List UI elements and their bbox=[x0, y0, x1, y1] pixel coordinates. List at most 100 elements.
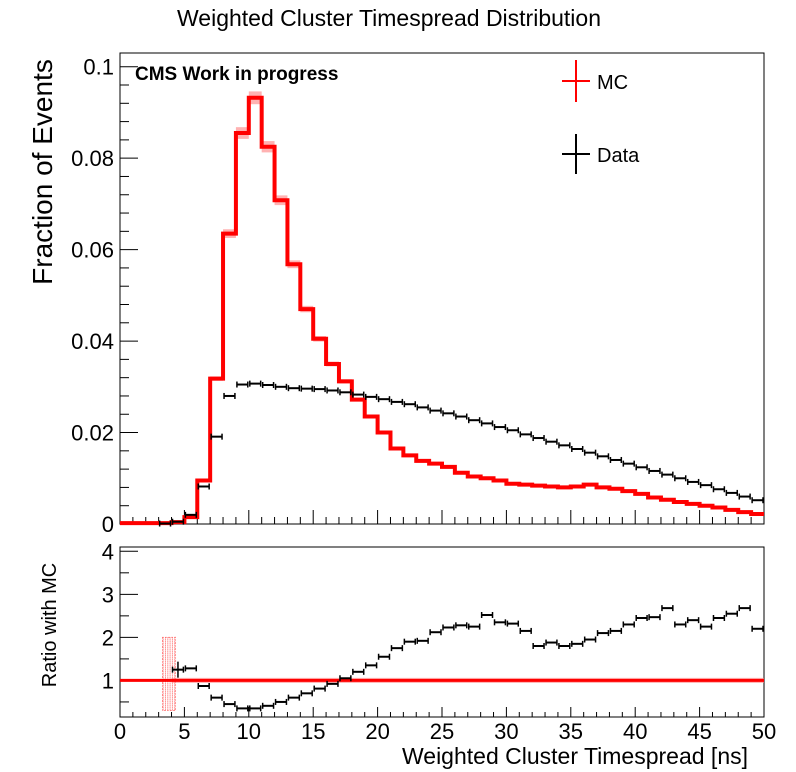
data-points bbox=[158, 380, 764, 527]
upper-y-tick-label: 0.1 bbox=[83, 55, 114, 80]
lower-y-tick-label: 1 bbox=[102, 668, 114, 693]
x-tick-label: 40 bbox=[623, 719, 647, 744]
ratio-point bbox=[377, 653, 391, 660]
ratio-mc-band bbox=[162, 636, 764, 712]
ratio-point bbox=[416, 637, 429, 644]
data-point bbox=[468, 417, 481, 424]
ratio-point bbox=[571, 640, 584, 647]
data-point bbox=[377, 396, 391, 403]
ratio-point bbox=[609, 627, 623, 634]
data-point bbox=[364, 393, 378, 400]
ratio-point bbox=[455, 622, 468, 629]
ratio-point bbox=[429, 629, 442, 636]
data-point bbox=[635, 464, 648, 471]
data-point bbox=[455, 413, 468, 420]
ratio-point bbox=[648, 614, 661, 621]
data-point bbox=[274, 383, 288, 390]
upper-y-axis-ticks: 0 0.02 0.04 0.06 0.08 0.1 bbox=[71, 55, 138, 537]
data-point bbox=[326, 387, 339, 394]
data-point bbox=[352, 391, 365, 398]
data-point bbox=[184, 511, 198, 518]
data-point bbox=[300, 385, 313, 392]
x-tick-label: 15 bbox=[301, 719, 325, 744]
ratio-point bbox=[313, 685, 326, 692]
lower-plot-frame bbox=[119, 546, 765, 718]
data-point bbox=[583, 449, 597, 456]
ratio-point bbox=[468, 623, 481, 630]
data-point bbox=[249, 380, 262, 387]
ratio-point bbox=[635, 615, 648, 622]
ratio-point bbox=[712, 615, 726, 622]
data-point bbox=[171, 518, 185, 525]
ratio-point bbox=[519, 627, 532, 634]
lower-x-axis-ticks: 0 5 10 15 20 25 30 35 40 45 50 bbox=[114, 707, 776, 744]
ratio-point bbox=[352, 668, 365, 675]
ratio-point bbox=[674, 621, 687, 628]
data-point bbox=[571, 446, 584, 453]
ratio-point bbox=[622, 621, 635, 628]
x-tick-label: 30 bbox=[494, 719, 518, 744]
ratio-point bbox=[596, 630, 610, 637]
ratio-point bbox=[442, 624, 455, 631]
data-point bbox=[609, 456, 623, 463]
upper-y-tick-label: 0.04 bbox=[71, 329, 114, 354]
ratio-point bbox=[223, 701, 236, 708]
data-point bbox=[390, 398, 404, 405]
data-point bbox=[648, 467, 661, 474]
legend-mc: MC bbox=[562, 60, 628, 102]
x-tick-label: 20 bbox=[365, 719, 389, 744]
lower-y-tick-label: 2 bbox=[102, 625, 114, 650]
mc-uncertainty-band bbox=[120, 91, 764, 525]
lower-y-tick-label: 4 bbox=[102, 539, 114, 564]
upper-x-axis-ticks bbox=[119, 510, 765, 524]
ratio-point bbox=[403, 638, 416, 645]
ratio-point bbox=[558, 642, 571, 649]
lower-y-axis-label: Ratio with MC bbox=[39, 563, 61, 687]
data-point bbox=[442, 410, 455, 417]
data-point bbox=[751, 497, 764, 504]
data-point bbox=[339, 389, 352, 396]
data-point bbox=[210, 433, 223, 440]
ratio-point bbox=[326, 680, 339, 687]
data-point bbox=[674, 475, 687, 482]
x-tick-label: 50 bbox=[752, 719, 776, 744]
data-point bbox=[738, 493, 751, 500]
ratio-point bbox=[738, 605, 751, 612]
x-tick-label: 0 bbox=[114, 719, 126, 744]
ratio-point bbox=[210, 694, 223, 701]
legend: MC Data bbox=[562, 60, 640, 174]
data-point bbox=[416, 404, 429, 411]
legend-mc-label: MC bbox=[597, 72, 628, 94]
data-point bbox=[686, 478, 700, 485]
x-tick-label: 45 bbox=[687, 719, 711, 744]
data-point bbox=[403, 401, 416, 408]
data-point bbox=[699, 482, 713, 489]
data-point bbox=[712, 486, 726, 493]
data-point bbox=[223, 392, 236, 399]
ratio-point bbox=[686, 617, 700, 624]
data-point bbox=[197, 483, 210, 490]
ratio-point bbox=[274, 698, 288, 705]
legend-data-label: Data bbox=[597, 145, 640, 167]
data-point bbox=[313, 386, 326, 393]
ratio-point bbox=[287, 694, 301, 701]
ratio-points bbox=[171, 605, 764, 712]
data-point bbox=[558, 442, 571, 449]
ratio-point bbox=[532, 642, 545, 649]
ratio-point bbox=[339, 675, 352, 682]
x-tick-label: 5 bbox=[178, 719, 190, 744]
upper-y-axis-label: Fraction of Events bbox=[27, 59, 58, 285]
data-point bbox=[493, 424, 507, 431]
data-point bbox=[532, 435, 545, 442]
data-point bbox=[725, 489, 738, 496]
lower-y-tick-label: 3 bbox=[102, 582, 114, 607]
ratio-point bbox=[261, 702, 275, 709]
x-tick-label: 35 bbox=[559, 719, 583, 744]
data-point bbox=[596, 453, 610, 460]
cms-label: CMS Work in progress bbox=[135, 64, 338, 85]
x-axis-label: Weighted Cluster Timespread [ns] bbox=[402, 743, 748, 769]
upper-plot-frame bbox=[119, 52, 765, 525]
upper-y-tick-label: 0 bbox=[102, 512, 114, 537]
data-point bbox=[236, 381, 249, 388]
